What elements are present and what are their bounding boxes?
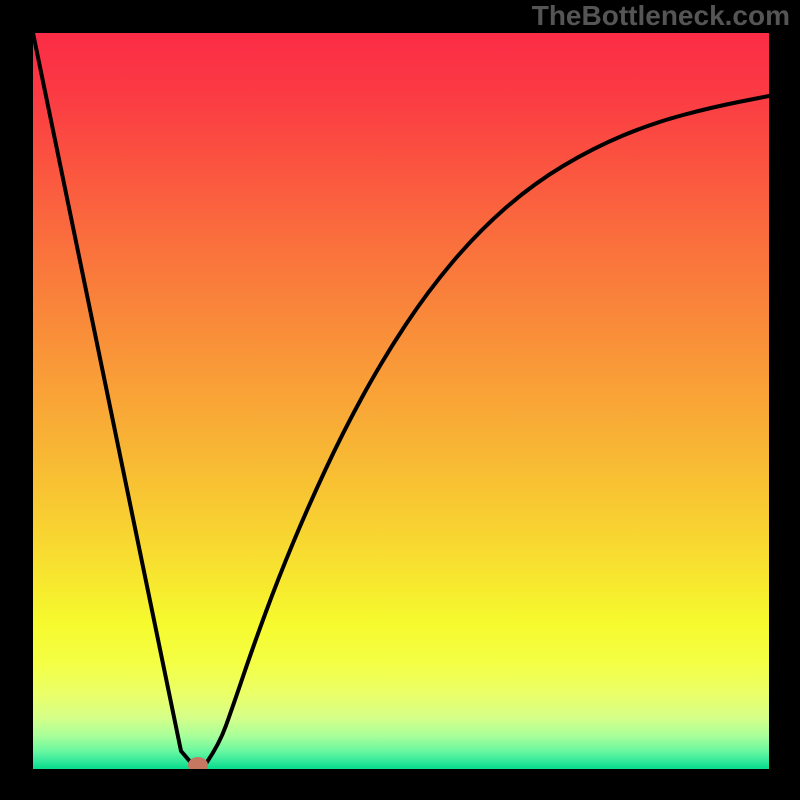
curve-layer <box>33 33 769 769</box>
chart-frame: TheBottleneck.com <box>0 0 800 800</box>
optimal-point-marker <box>188 757 208 769</box>
plot-area <box>33 33 769 769</box>
watermark-text: TheBottleneck.com <box>532 0 790 32</box>
bottleneck-curve <box>33 33 769 765</box>
